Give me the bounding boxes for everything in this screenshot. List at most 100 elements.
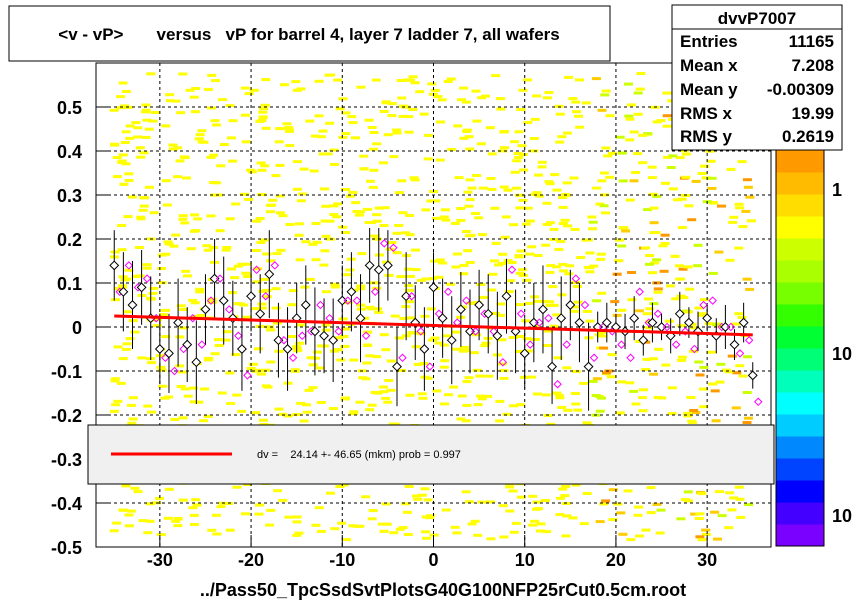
scatter-cell (450, 221, 460, 225)
scatter-cell (409, 176, 419, 180)
scatter-cell (576, 256, 586, 259)
scatter-cell (734, 202, 744, 206)
scatter-cell (158, 384, 168, 388)
scatter-cell (699, 387, 708, 391)
scatter-cell (544, 91, 554, 94)
profile-point-alt (425, 362, 435, 371)
scatter-cell (513, 152, 523, 155)
scatter-cell (128, 396, 138, 400)
scatter-cell (116, 381, 126, 385)
scatter-cell (725, 491, 735, 495)
scatter-cell (293, 349, 303, 353)
scatter-cell (367, 126, 377, 129)
scatter-cell (122, 310, 132, 314)
scatter-cell (333, 202, 343, 206)
scatter-cell (442, 334, 452, 338)
scatter-cell (688, 421, 697, 424)
scatter-cell (355, 400, 365, 404)
scatter-cell (631, 171, 641, 174)
scatter-cell (139, 151, 149, 155)
scatter-cell (484, 374, 494, 378)
scatter-cell (366, 179, 375, 183)
scatter-cell (252, 249, 262, 252)
scatter-cell (629, 130, 639, 134)
scatter-cell (138, 519, 148, 523)
scatter-cell (259, 107, 269, 111)
scatter-cell (561, 534, 571, 538)
scatter-cell (190, 110, 200, 114)
scatter-cell (616, 511, 626, 515)
scatter-cell (676, 324, 686, 328)
scatter-cell (176, 304, 186, 308)
scatter-cell (648, 176, 657, 180)
scatter-cell (575, 125, 585, 129)
scatter-cell (211, 513, 221, 517)
scatter-cell (465, 198, 475, 202)
scatter-cell (239, 192, 249, 196)
scatter-cell (546, 422, 556, 426)
profile-point (136, 282, 147, 293)
scatter-cell (430, 259, 440, 263)
colorbar-cell (776, 304, 824, 327)
colorbar-label-10-lower: 10 (832, 506, 852, 526)
scatter-cell (668, 154, 678, 158)
scatter-cell (257, 302, 267, 306)
scatter-cell (178, 214, 188, 218)
scatter-cell (367, 517, 377, 521)
scatter-cell (410, 248, 420, 252)
scatter-cell (195, 133, 205, 137)
stats-value-mean-y: -0.00309 (767, 80, 834, 99)
scatter-cell (369, 147, 378, 151)
scatter-cell (524, 301, 534, 305)
scatter-cell (461, 419, 471, 423)
scatter-cell (624, 114, 634, 118)
scatter-cell (734, 246, 744, 250)
profile-point-alt (507, 265, 517, 275)
scatter-cell (113, 345, 123, 349)
scatter-cell (614, 259, 624, 263)
scatter-cell (357, 252, 367, 256)
profile-point (738, 317, 749, 328)
scatter-cell (646, 511, 656, 515)
profile-point-alt (370, 287, 380, 297)
profile-point-alt (325, 313, 334, 323)
scatter-cell (191, 315, 201, 318)
scatter-cell (498, 504, 508, 508)
scatter-cell (381, 100, 391, 104)
scatter-cell (149, 286, 159, 290)
scatter-cell (130, 330, 140, 334)
scatter-cell (112, 175, 122, 179)
scatter-cell (141, 135, 151, 139)
scatter-cell (173, 524, 183, 528)
scatter-cell (219, 143, 229, 146)
scatter-cell (111, 298, 120, 302)
scatter-cell (266, 360, 276, 364)
scatter-cell (127, 195, 137, 199)
scatter-cell (579, 522, 589, 526)
scatter-cell (530, 192, 540, 196)
profile-point (300, 300, 311, 310)
profile-point (118, 286, 129, 297)
scatter-cell (573, 300, 583, 304)
scatter-cell (211, 79, 220, 83)
scatter-cell (165, 99, 175, 103)
scatter-cell (233, 264, 243, 268)
scatter-cell (697, 492, 707, 496)
scatter-cell (529, 137, 539, 140)
scatter-cell (133, 135, 142, 139)
scatter-cell (339, 334, 349, 338)
scatter-cell (562, 181, 572, 185)
scatter-cell (372, 213, 382, 217)
scatter-cell (345, 323, 355, 326)
scatter-cell (383, 400, 393, 404)
scatter-cell (456, 417, 466, 421)
scatter-cell (157, 267, 167, 270)
scatter-cell (645, 254, 655, 257)
scatter-cell (536, 522, 546, 526)
scatter-cell (367, 221, 377, 224)
scatter-cell (447, 148, 457, 151)
profile-point-alt (617, 340, 626, 349)
scatter-cell (379, 333, 389, 337)
scatter-cell (202, 244, 212, 248)
scatter-cell (417, 392, 427, 396)
